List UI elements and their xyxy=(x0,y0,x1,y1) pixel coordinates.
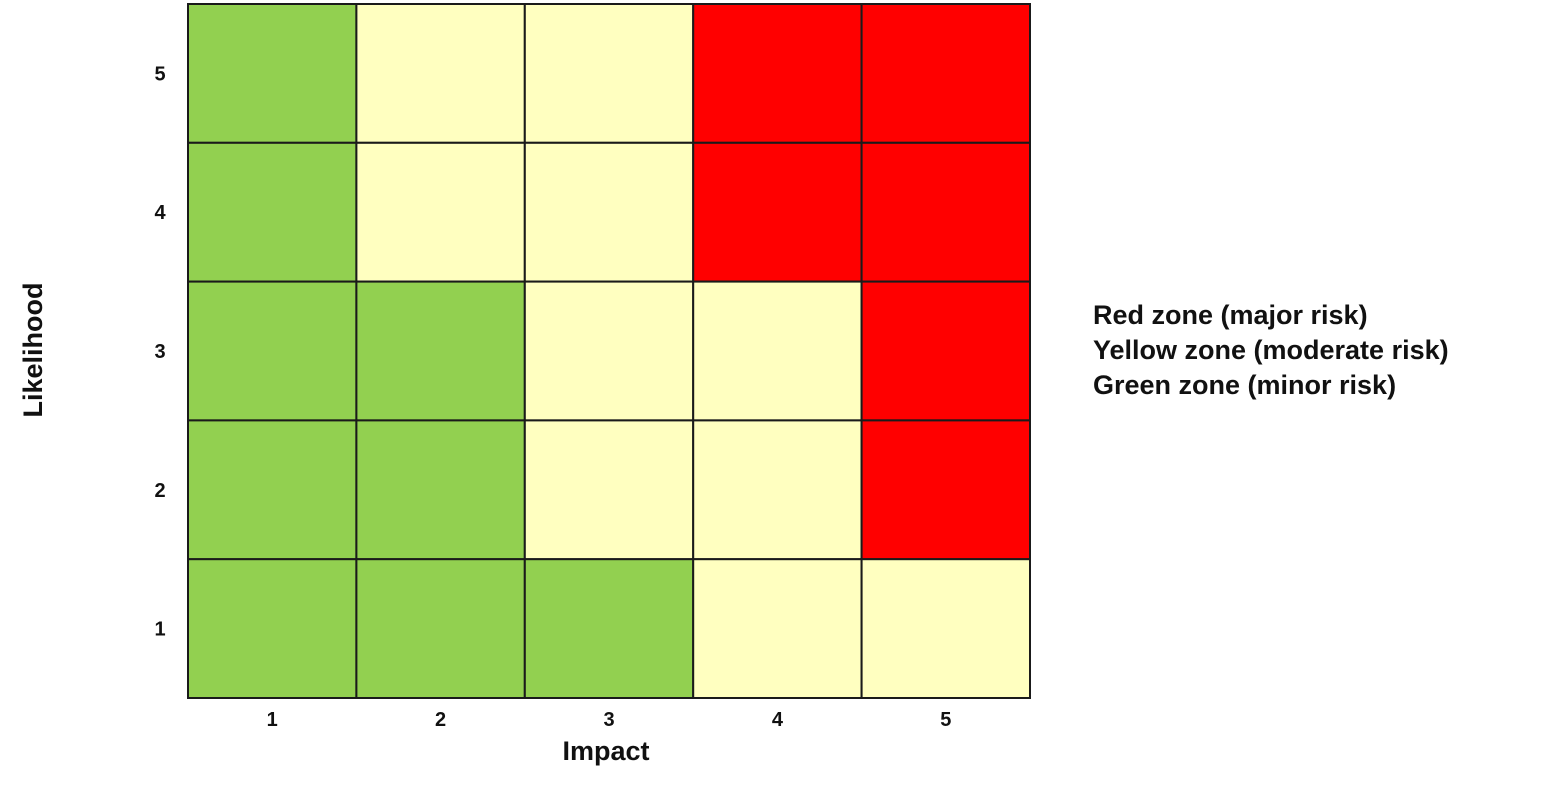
legend-item-green: Green zone (minor risk) xyxy=(1093,370,1397,400)
x-axis-ticks: 1 2 3 4 5 xyxy=(267,709,952,731)
y-tick-label: 5 xyxy=(154,63,165,85)
matrix-cell-green xyxy=(523,558,695,700)
matrix-cell-green xyxy=(187,280,358,422)
matrix-cell-yellow xyxy=(523,141,695,283)
matrix-cell-yellow xyxy=(692,280,863,422)
matrix-cell-red xyxy=(860,280,1031,422)
matrix-cell-red xyxy=(692,3,863,144)
y-axis-ticks: 5 4 3 2 1 xyxy=(154,63,166,640)
y-tick-label: 1 xyxy=(154,619,165,641)
x-tick-label: 4 xyxy=(772,709,784,731)
legend: Red zone (major risk) Yellow zone (moder… xyxy=(1093,298,1449,403)
matrix-cell-green xyxy=(187,558,358,700)
matrix-cell-green xyxy=(187,3,358,144)
matrix-cells xyxy=(187,3,1031,700)
x-axis-label: Impact xyxy=(562,736,649,766)
legend-item-yellow: Yellow zone (moderate risk) xyxy=(1093,335,1449,365)
x-tick-label: 3 xyxy=(603,709,614,731)
y-tick-label: 2 xyxy=(154,480,165,502)
y-tick-label: 4 xyxy=(154,202,166,224)
matrix-cell-red xyxy=(860,3,1031,144)
matrix-cell-yellow xyxy=(355,141,526,283)
matrix-cell-yellow xyxy=(523,3,695,144)
matrix-cell-yellow xyxy=(692,558,863,700)
legend-item-red: Red zone (major risk) xyxy=(1093,300,1368,330)
x-tick-label: 2 xyxy=(435,709,446,731)
matrix-cell-yellow xyxy=(860,558,1031,700)
matrix-cell-red xyxy=(860,141,1031,283)
x-tick-label: 5 xyxy=(940,709,951,731)
matrix-cell-green xyxy=(355,419,526,561)
matrix-cell-yellow xyxy=(692,419,863,561)
y-axis-label: Likelihood xyxy=(18,283,48,418)
matrix-cell-red xyxy=(692,141,863,283)
matrix-cell-green xyxy=(187,141,358,283)
matrix-cell-yellow xyxy=(523,280,695,422)
matrix-cell-red xyxy=(860,419,1031,561)
matrix-cell-yellow xyxy=(523,419,695,561)
matrix-cell-green xyxy=(355,280,526,422)
y-tick-label: 3 xyxy=(154,341,165,363)
matrix-cell-yellow xyxy=(355,3,526,144)
matrix-cell-green xyxy=(187,419,358,561)
x-tick-label: 1 xyxy=(267,709,278,731)
matrix-cell-green xyxy=(355,558,526,700)
